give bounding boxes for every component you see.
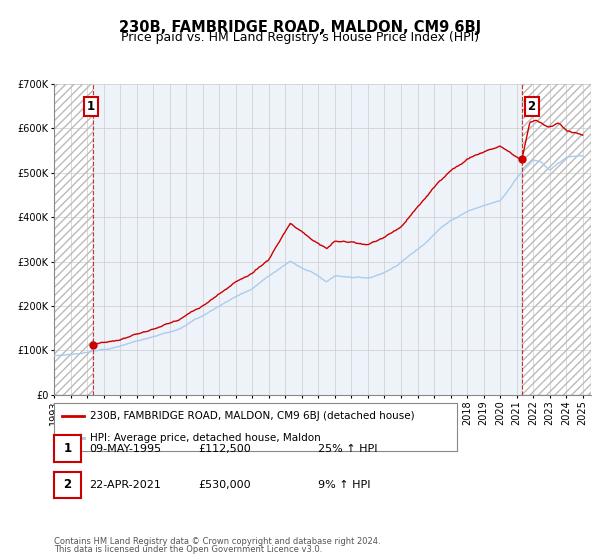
Text: £112,500: £112,500 xyxy=(198,444,251,454)
Text: HPI: Average price, detached house, Maldon: HPI: Average price, detached house, Mald… xyxy=(90,433,321,443)
Text: Contains HM Land Registry data © Crown copyright and database right 2024.: Contains HM Land Registry data © Crown c… xyxy=(54,537,380,546)
Text: 230B, FAMBRIDGE ROAD, MALDON, CM9 6BJ: 230B, FAMBRIDGE ROAD, MALDON, CM9 6BJ xyxy=(119,20,481,35)
Text: This data is licensed under the Open Government Licence v3.0.: This data is licensed under the Open Gov… xyxy=(54,545,322,554)
Bar xyxy=(54,84,93,395)
Text: 1: 1 xyxy=(64,442,71,455)
Bar xyxy=(93,84,521,395)
Text: 25% ↑ HPI: 25% ↑ HPI xyxy=(318,444,377,454)
Text: 09-MAY-1995: 09-MAY-1995 xyxy=(89,444,161,454)
Text: 2: 2 xyxy=(527,100,536,113)
Text: 1: 1 xyxy=(86,100,95,113)
Text: 230B, FAMBRIDGE ROAD, MALDON, CM9 6BJ (detached house): 230B, FAMBRIDGE ROAD, MALDON, CM9 6BJ (d… xyxy=(90,411,415,421)
Text: Price paid vs. HM Land Registry's House Price Index (HPI): Price paid vs. HM Land Registry's House … xyxy=(121,31,479,44)
Text: 2: 2 xyxy=(64,478,71,492)
Bar xyxy=(521,84,591,395)
Text: 9% ↑ HPI: 9% ↑ HPI xyxy=(318,480,371,490)
Text: £530,000: £530,000 xyxy=(198,480,251,490)
Text: 22-APR-2021: 22-APR-2021 xyxy=(89,480,161,490)
